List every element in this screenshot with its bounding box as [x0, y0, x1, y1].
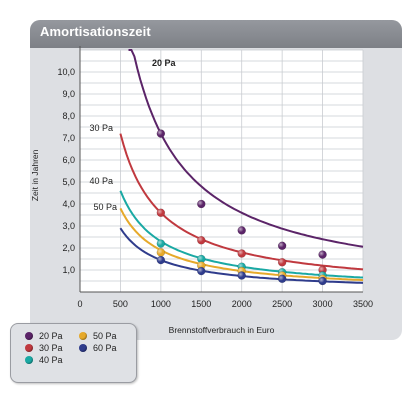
legend-dot-icon	[79, 332, 87, 340]
legend-dot-icon	[79, 344, 87, 352]
series-line-0	[128, 49, 364, 248]
title-bar	[30, 20, 402, 48]
data-point-shine	[156, 256, 165, 265]
y-tick-label: 9,0	[62, 89, 75, 99]
x-tick-label: 1500	[191, 299, 211, 309]
y-tick-label: 3,0	[62, 221, 75, 231]
y-tick-label: 4,0	[62, 199, 75, 209]
data-point-shine	[237, 271, 246, 280]
data-point-shine	[156, 248, 165, 257]
y-tick-label: 10,0	[57, 67, 75, 77]
data-point-shine	[197, 200, 206, 208]
y-tick-label: 1,0	[62, 265, 75, 275]
data-point-shine	[278, 258, 287, 267]
data-point-shine	[156, 129, 165, 138]
legend-label: 50 Pa	[93, 331, 117, 341]
chart-title: Amortisationszeit	[40, 24, 151, 39]
x-tick-label: 3000	[313, 299, 333, 309]
y-axis-label: Zeit in Jahren	[30, 149, 40, 201]
x-tick-label: 0	[77, 299, 82, 309]
data-point-shine	[278, 274, 287, 283]
legend-label: 30 Pa	[39, 343, 63, 353]
legend-item-60pa: 60 Pa	[79, 343, 117, 353]
data-point-shine	[197, 255, 206, 263]
points	[156, 129, 327, 286]
legend-item-30pa: 30 Pa	[25, 343, 63, 353]
y-tick-label: 2,0	[62, 243, 75, 253]
legend-label: 20 Pa	[39, 331, 63, 341]
y-tick-label: 8,0	[62, 111, 75, 121]
y-tick-label: 5,0	[62, 177, 75, 187]
data-point-shine	[318, 250, 327, 259]
legend-dot-icon	[25, 332, 33, 340]
legend-item-40pa: 40 Pa	[25, 355, 63, 365]
legend-dot-icon	[25, 344, 33, 352]
curve-label: 30 Pa	[89, 123, 113, 133]
y-tick-label: 7,0	[62, 133, 75, 143]
y-tick-label: 6,0	[62, 155, 75, 165]
data-point-shine	[197, 236, 206, 245]
legend-item-20pa: 20 Pa	[25, 331, 63, 341]
data-point-shine	[278, 241, 287, 250]
x-tick-label: 3500	[353, 299, 373, 309]
legend-label: 60 Pa	[93, 343, 117, 353]
x-tick-label: 500	[113, 299, 128, 309]
legend-dot-icon	[25, 356, 33, 364]
curve-label: 50 Pa	[93, 202, 117, 212]
x-tick-label: 2500	[272, 299, 292, 309]
data-point-shine	[318, 266, 327, 274]
x-axis-label: Brennstoffverbrauch in Euro	[169, 325, 275, 335]
curve-label: 20 Pa	[152, 58, 177, 68]
legend: 20 Pa 30 Pa 40 Pa 50 Pa 60 Pa	[10, 323, 137, 383]
legend-label: 40 Pa	[39, 355, 63, 365]
data-point-shine	[237, 226, 246, 235]
data-point-shine	[237, 249, 246, 258]
labels: 20 Pa 30 Pa 40 Pa 50 Pa	[89, 58, 176, 212]
data-point-shine	[156, 208, 165, 217]
data-point-shine	[318, 277, 327, 285]
data-point-shine	[197, 261, 206, 270]
legend-item-50pa: 50 Pa	[79, 331, 117, 341]
curve-label: 40 Pa	[89, 176, 113, 186]
data-point-shine	[156, 239, 165, 248]
x-tick-label: 2000	[232, 299, 252, 309]
axes: 0 500 1000 1500 2000 2500 3000 3500 1,0 2,0 3,0 4,0…	[30, 46, 373, 335]
x-tick-label: 1000	[151, 299, 171, 309]
data-point-shine	[197, 267, 206, 276]
